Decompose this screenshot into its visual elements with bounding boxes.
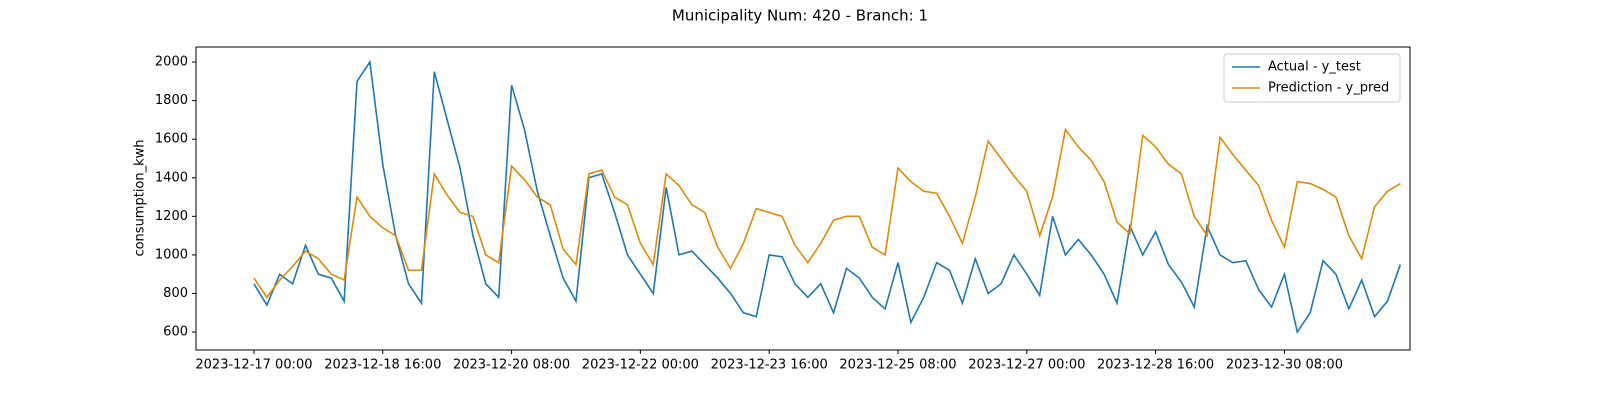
series-line xyxy=(253,127,1401,299)
x-tick-label: 2023-12-18 16:00 xyxy=(324,358,441,373)
x-tick-label: 2023-12-17 00:00 xyxy=(195,358,312,373)
y-tick-label: 600 xyxy=(163,325,188,340)
x-tick-label: 2023-12-28 16:00 xyxy=(1097,358,1214,373)
x-tick-label: 2023-12-23 16:00 xyxy=(711,358,828,373)
x-tick-label: 2023-12-22 00:00 xyxy=(582,358,699,373)
legend-label: Actual - y_test xyxy=(1268,60,1361,75)
legend-label: Prediction - y_pred xyxy=(1268,81,1389,96)
y-tick-label: 2000 xyxy=(155,55,188,70)
y-axis-label: consumption_kwh xyxy=(133,139,148,256)
x-tick-label: 2023-12-20 08:00 xyxy=(453,358,570,373)
x-tick-label: 2023-12-27 00:00 xyxy=(968,358,1085,373)
plot-frame xyxy=(195,46,1411,351)
y-tick-label: 1600 xyxy=(155,132,188,147)
y-tick-label: 800 xyxy=(163,286,188,301)
y-tick-label: 1800 xyxy=(155,93,188,108)
series-line xyxy=(253,59,1402,335)
y-tick-label: 1200 xyxy=(155,209,188,224)
y-tick-label: 1400 xyxy=(155,170,188,185)
x-tick-label: 2023-12-25 08:00 xyxy=(839,358,956,373)
legend: Actual - y_test Prediction - y_pred xyxy=(1223,53,1401,103)
chart-title: Municipality Num: 420 - Branch: 1 xyxy=(672,7,928,25)
y-tick-label: 1000 xyxy=(155,247,188,262)
x-tick-label: 2023-12-30 08:00 xyxy=(1226,358,1343,373)
legend-box xyxy=(1223,53,1401,103)
